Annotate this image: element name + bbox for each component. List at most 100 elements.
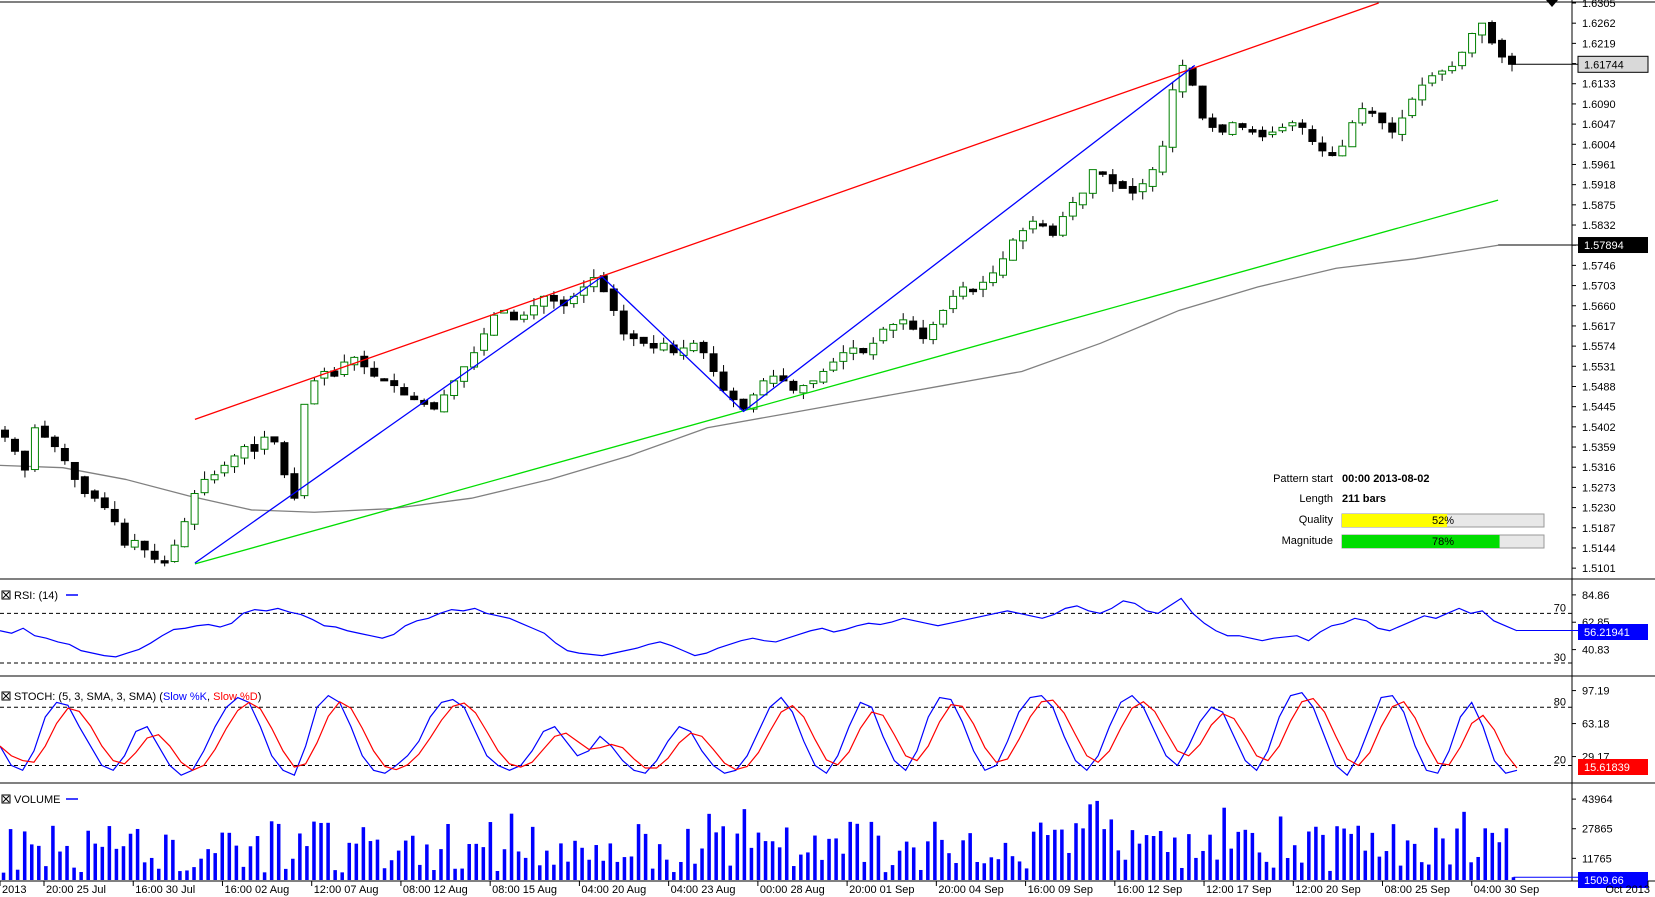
stoch-level-label-0: 80 — [1554, 696, 1566, 708]
candle-body-120 — [1198, 85, 1207, 119]
stoch-k-polyline — [0, 692, 1518, 777]
scroll-marker-icon[interactable] — [1546, 0, 1558, 7]
volume-bar-110 — [777, 847, 782, 880]
rsi-title: RSI: (14) — [14, 590, 58, 602]
candle-body-129 — [1288, 122, 1297, 127]
candle-body-19 — [190, 493, 199, 525]
current-price-tag-bg — [1577, 55, 1649, 73]
volume-bar-39 — [276, 823, 281, 880]
volume-bar-51 — [361, 827, 366, 880]
candle-body-62 — [619, 310, 628, 335]
volume-bar-29 — [206, 849, 210, 880]
candle-body-116 — [1158, 145, 1167, 173]
volume-bar-197 — [1391, 824, 1396, 880]
candle-body-137 — [1368, 110, 1377, 114]
price-tick-label-28: 1.5101 — [1582, 563, 1616, 575]
volume-title: VOLUME — [14, 794, 60, 806]
price-tick-label-21: 1.5402 — [1582, 422, 1616, 434]
candle-body-29 — [290, 473, 299, 499]
volume-bar-124 — [876, 835, 881, 880]
candle-body-136 — [1358, 108, 1367, 124]
volume-bar-8 — [58, 851, 62, 880]
volume-bar-186 — [1314, 826, 1318, 880]
volume-bar-17 — [121, 846, 126, 880]
date-label-3: 16:00 02 Aug — [224, 884, 289, 896]
volume-bar-4 — [29, 844, 34, 880]
candle-body-35 — [350, 356, 359, 366]
volume-bar-5 — [37, 845, 41, 880]
price-tick-label-17: 1.5574 — [1582, 341, 1616, 353]
date-label-8: 04:00 23 Aug — [671, 884, 736, 896]
volume-bar-142 — [1003, 842, 1008, 880]
candle-body-96 — [959, 286, 968, 297]
candle-body-9 — [90, 490, 99, 499]
price-tick-label-27: 1.5144 — [1582, 543, 1616, 555]
stoch-tick-label-1: 63.18 — [1582, 719, 1610, 731]
rsi-value-tag: 56.21941 — [1584, 627, 1630, 639]
stoch-legend-open: ( — [159, 691, 163, 703]
volume-bar-179 — [1264, 861, 1269, 880]
volume-bar-83 — [587, 859, 591, 880]
volume-bar-107 — [756, 832, 761, 880]
rsi-value-tag-bg — [1578, 624, 1648, 640]
volume-bar-70 — [495, 870, 500, 880]
candle-body-143 — [1428, 75, 1437, 84]
candle-body-24 — [240, 446, 249, 459]
candle-body-1 — [10, 438, 19, 452]
candle-body-119 — [1188, 67, 1197, 86]
volume-bar-72 — [509, 813, 514, 880]
candle-body-115 — [1148, 169, 1157, 187]
volume-bar-19 — [135, 828, 140, 880]
candle-body-51 — [509, 311, 518, 321]
volume-bar-157 — [1109, 819, 1114, 880]
price-tick-label-16: 1.5617 — [1582, 321, 1616, 333]
candle-body-8 — [80, 476, 89, 495]
upper-trendline — [194, 2, 1379, 420]
volume-bar-12 — [86, 830, 90, 880]
volume-bar-210 — [1483, 828, 1487, 880]
volume-bar-63 — [446, 823, 450, 880]
volume-bar-121 — [855, 823, 860, 880]
volume-bar-127 — [897, 850, 902, 880]
volume-bar-159 — [1123, 859, 1128, 880]
candle-body-142 — [1418, 84, 1427, 101]
candle-body-22 — [220, 464, 229, 474]
volume-bar-156 — [1102, 829, 1106, 880]
volume-bar-111 — [784, 827, 789, 880]
candle-body-135 — [1348, 122, 1357, 148]
stoch-levels: 80 20 — [0, 696, 1572, 766]
stoch-d-polyline — [0, 697, 1518, 771]
volume-bar-140 — [989, 857, 994, 880]
candle-body-71 — [709, 353, 718, 372]
date-label-1: 20:00 25 Jul — [46, 884, 106, 896]
candle-body-89 — [889, 324, 898, 331]
volume-bar-38 — [269, 821, 274, 880]
stoch-level-label-1: 20 — [1554, 754, 1566, 766]
volume-bar-131 — [926, 841, 930, 880]
date-label-12: 16:00 09 Sep — [1028, 884, 1093, 896]
quality-bar-fill — [1342, 514, 1448, 527]
pattern-info-box: Pattern start 00:00 2013-08-02 Length 21… — [1273, 473, 1545, 549]
candle-body-73 — [729, 390, 738, 401]
price-tick-label-2: 1.6219 — [1582, 38, 1616, 50]
volume-bar-54 — [382, 868, 387, 880]
volume-bar-14 — [100, 846, 105, 880]
moving-average-line — [0, 244, 1578, 513]
volume-bar-66 — [467, 844, 471, 880]
volume-bar-139 — [982, 863, 987, 880]
volume-bar-9 — [65, 845, 69, 880]
volume-bar-97 — [686, 828, 690, 880]
price-tick-label-13: 1.5746 — [1582, 260, 1616, 272]
volume-bar-145 — [1024, 868, 1029, 880]
candle-body-65 — [649, 342, 658, 349]
volume-bar-67 — [474, 843, 479, 880]
candle-body-37 — [370, 367, 379, 377]
candle-body-123 — [1228, 122, 1237, 135]
volume-bar-128 — [904, 841, 909, 880]
date-axis: 2013 20:00 25 Jul 16:00 30 Jul 16:00 02 Aug… — [0, 881, 1650, 896]
volume-bar-177 — [1250, 832, 1255, 880]
candle-body-150 — [1498, 39, 1507, 58]
volume-bar-196 — [1384, 851, 1389, 880]
